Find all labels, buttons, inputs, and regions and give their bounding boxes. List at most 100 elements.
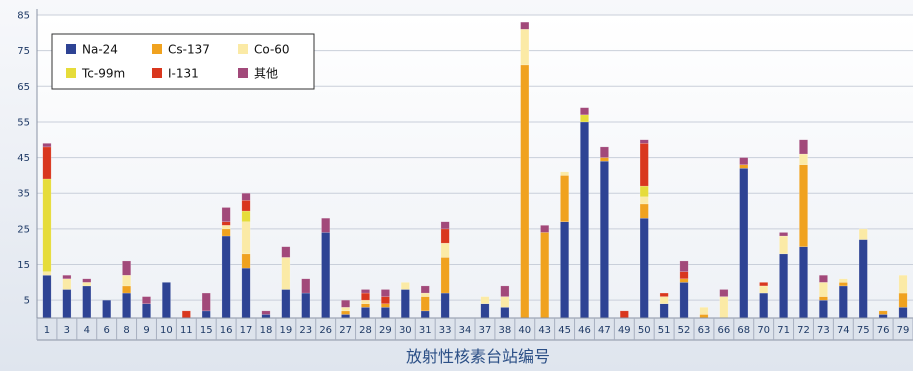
bar-segment <box>221 225 231 230</box>
y-tick-label: 75 <box>17 46 30 57</box>
bar-segment <box>400 282 410 290</box>
bar-segment <box>361 299 370 304</box>
bar-segment <box>818 274 828 283</box>
bar-segment <box>560 175 570 223</box>
bar-segment <box>719 289 729 297</box>
legend-box <box>51 33 315 90</box>
bar-segment <box>759 285 769 294</box>
x-tick-label: 79 <box>897 325 910 336</box>
bar-segment <box>779 235 789 255</box>
x-tick-label: 51 <box>658 325 671 336</box>
x-tick-label: 37 <box>479 325 492 336</box>
x-tick-label: 43 <box>538 325 551 336</box>
bar-segment <box>799 139 808 155</box>
legend-label: Cs-137 <box>168 43 210 57</box>
x-tick-label: 6 <box>103 325 109 336</box>
bar-segment <box>42 274 52 319</box>
bar-segment <box>221 235 231 319</box>
bar-segment <box>560 171 570 176</box>
bar-segment <box>878 314 888 319</box>
bar-segment <box>221 221 231 226</box>
bar-segment <box>500 296 510 308</box>
bar-segment <box>301 292 311 319</box>
bar-segment <box>818 299 828 319</box>
bar-segment <box>321 232 331 319</box>
x-tick-label: 47 <box>598 325 611 336</box>
x-tick-label: 15 <box>200 325 213 336</box>
bar-segment <box>659 292 669 297</box>
bar-segment <box>201 310 211 319</box>
x-tick-label: 16 <box>220 325 233 336</box>
bar-segment <box>42 271 52 276</box>
bar-segment <box>122 274 132 287</box>
x-tick-label: 46 <box>578 325 591 336</box>
bar-segment <box>122 285 132 294</box>
x-tick-label: 27 <box>339 325 352 336</box>
legend-label: I-131 <box>168 67 199 81</box>
bar-segment <box>440 221 450 230</box>
bar-segment <box>480 296 490 304</box>
bar-segment <box>659 303 669 319</box>
x-tick-label: 34 <box>459 325 472 336</box>
legend-label: 其他 <box>254 67 278 81</box>
bar-segment <box>361 292 370 301</box>
bar-segment <box>699 314 709 319</box>
bar-segment <box>440 242 450 258</box>
bar-segment <box>161 282 171 319</box>
bar-segment <box>62 278 72 290</box>
x-tick-label: 26 <box>319 325 332 336</box>
x-axis: 1 3 4 6 8 9 10 11 15 16 17 18 19 23 26 27 28 29 30 31 33 34 37… <box>36 317 913 341</box>
bar-segment <box>818 282 828 297</box>
bar-segment <box>281 246 291 258</box>
bar-segment <box>599 146 609 158</box>
bar-segment <box>142 303 151 319</box>
x-tick-label: 63 <box>698 325 711 336</box>
bar-segment <box>321 217 331 233</box>
x-tick-label: 40 <box>518 325 531 336</box>
x-tick-label: 73 <box>817 325 830 336</box>
bar-segment <box>599 157 609 162</box>
x-tick-label: 9 <box>143 325 149 336</box>
legend-label: Na-24 <box>82 43 118 57</box>
legend-swatch <box>152 44 162 54</box>
x-tick-label: 3 <box>64 325 70 336</box>
bar-segment <box>82 278 92 283</box>
x-tick-label: 66 <box>717 325 730 336</box>
bar-segment <box>380 296 390 304</box>
bar-segment <box>241 253 251 269</box>
bar-segment <box>361 307 370 319</box>
bar-segment <box>500 285 510 297</box>
bar-segment <box>420 292 430 297</box>
y-tick-label: 65 <box>17 82 30 93</box>
bar-segment <box>639 217 649 319</box>
bar-segment <box>898 307 908 319</box>
legend-swatch <box>152 68 162 78</box>
bar-segment <box>361 289 370 294</box>
legend-swatch <box>238 68 248 78</box>
bar-segment <box>719 296 729 319</box>
x-tick-label: 8 <box>123 325 129 336</box>
bar-segment <box>838 285 848 319</box>
bar-segment <box>341 314 351 319</box>
bar-segment <box>281 257 291 290</box>
bar-segment <box>221 228 231 237</box>
bar-segment <box>261 310 271 315</box>
x-tick-label: 50 <box>638 325 651 336</box>
bar-segment <box>560 221 570 319</box>
x-tick-label: 76 <box>877 325 890 336</box>
bar-segment <box>580 114 589 123</box>
bar-segment <box>62 274 72 280</box>
bar-segment <box>799 164 808 247</box>
bar-segment <box>420 296 430 312</box>
legend-label: Co-60 <box>254 43 290 57</box>
x-tick-label: 74 <box>837 325 850 336</box>
bar-segment <box>122 292 132 319</box>
bar-segment <box>779 253 789 319</box>
bar-segment <box>799 246 808 319</box>
x-tick-label: 19 <box>279 325 292 336</box>
bar-segment <box>739 168 749 319</box>
bar-segment <box>122 260 132 276</box>
x-tick-label: 4 <box>84 325 90 336</box>
